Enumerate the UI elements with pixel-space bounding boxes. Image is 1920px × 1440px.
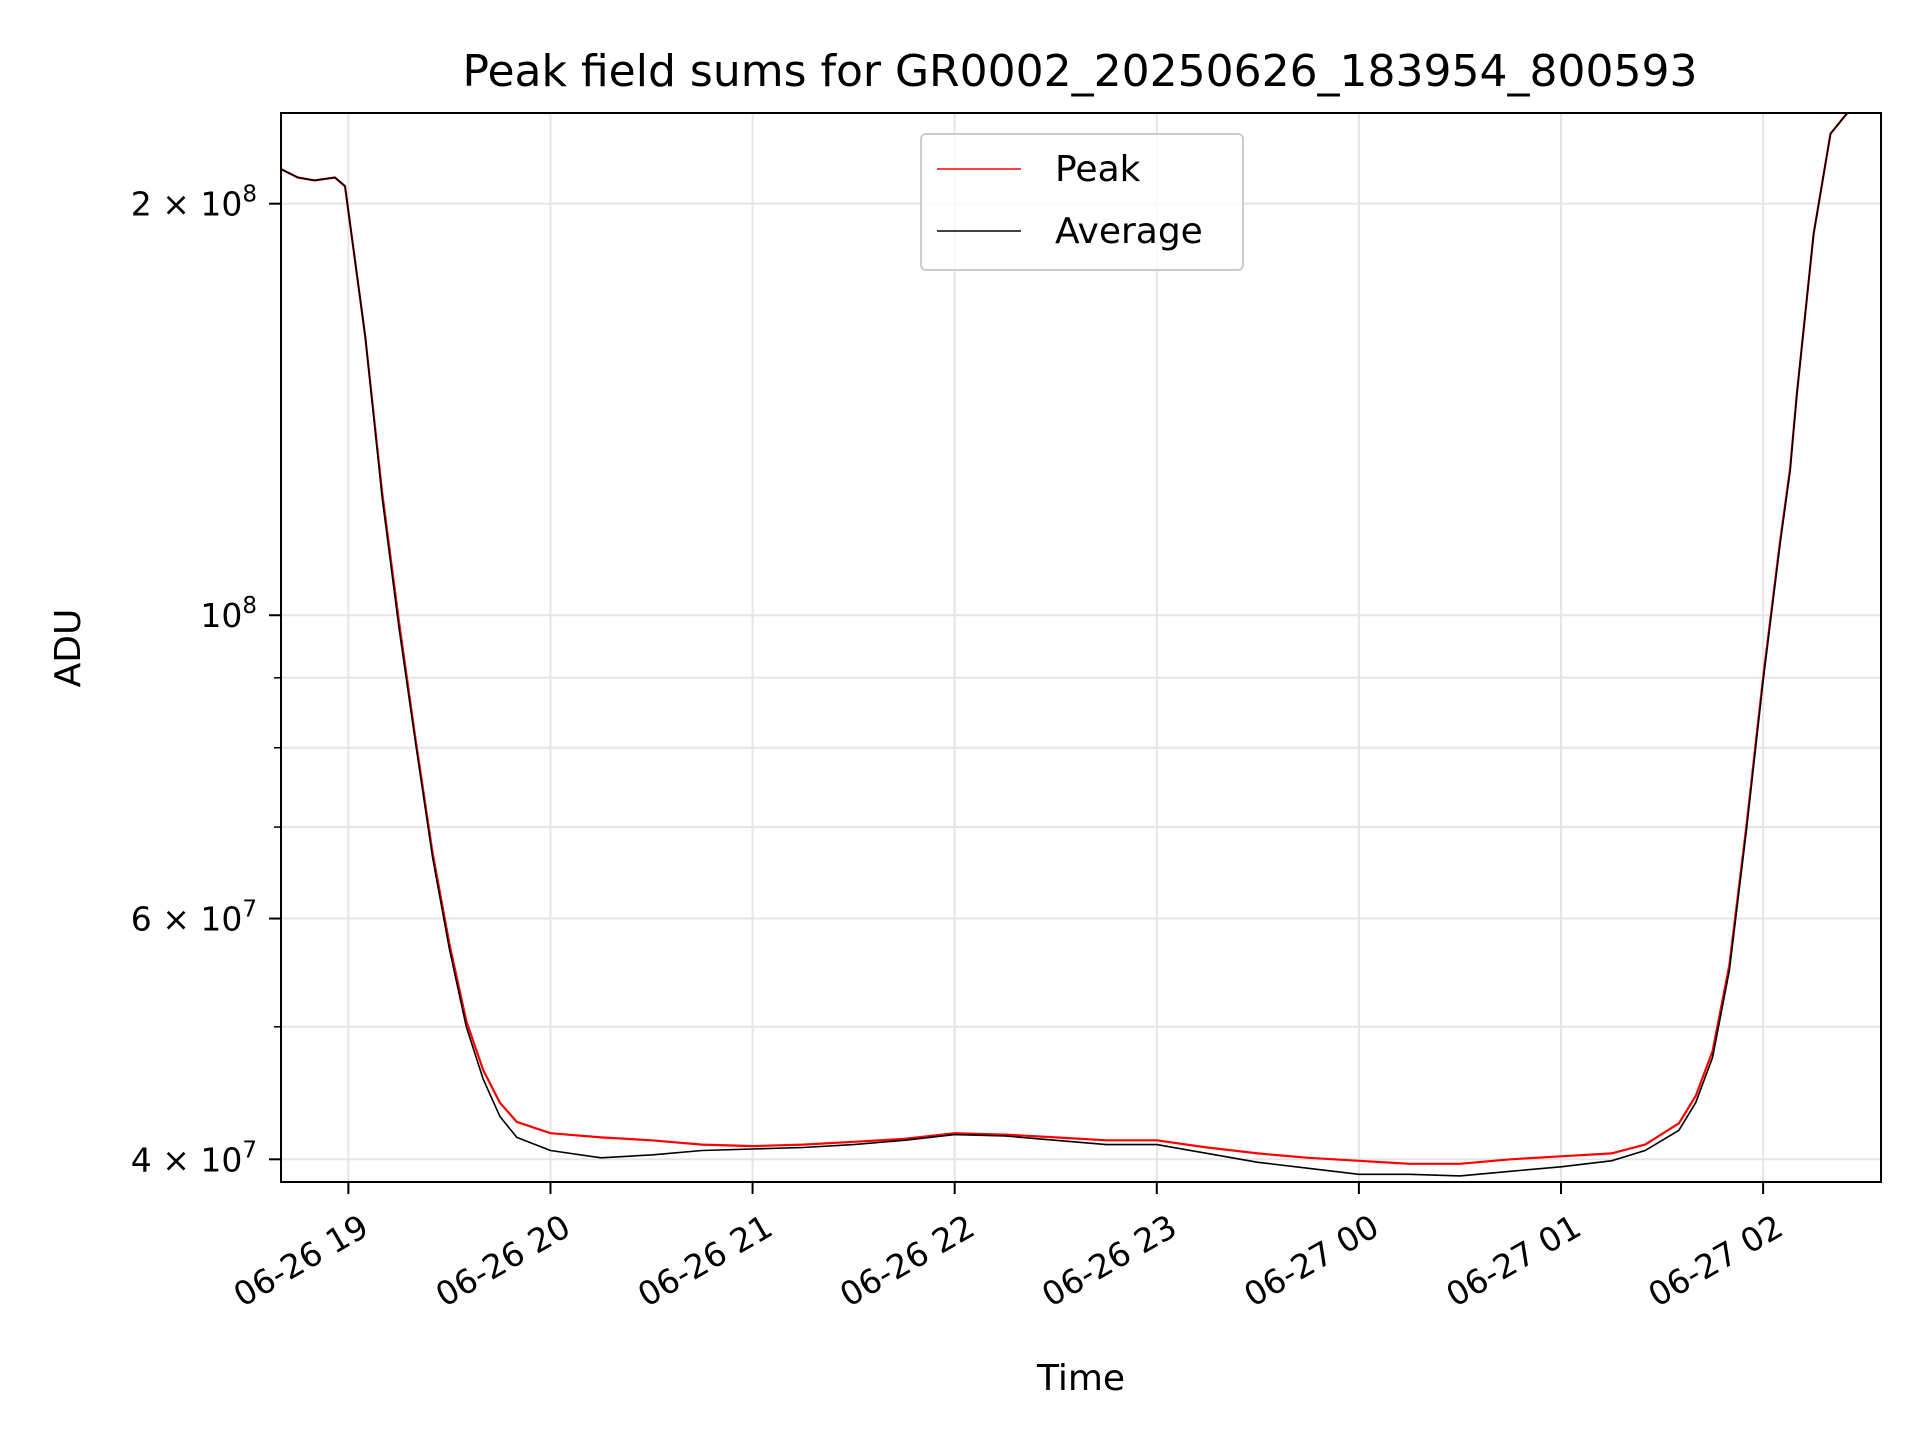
plot-frame [280, 112, 1882, 1183]
legend-label-average: Average [1055, 211, 1203, 252]
legend-label-peak: Peak [1055, 149, 1141, 190]
y-tick-label: 4 × 107 [131, 1137, 257, 1179]
chart-title: Peak field sums for GR0002_20250626_1839… [463, 46, 1698, 97]
y-tick-label: 2 × 108 [131, 182, 257, 224]
series-line-average [281, 113, 1848, 1177]
x-axis-label: Time [1036, 1358, 1125, 1399]
y-axis-label: ADU [48, 609, 89, 688]
y-tick-label: 6 × 107 [131, 897, 257, 939]
series-layer [281, 113, 1849, 1177]
grid [281, 113, 1881, 1182]
legend-box [920, 133, 1244, 271]
legend: Peak Average [920, 133, 1244, 271]
